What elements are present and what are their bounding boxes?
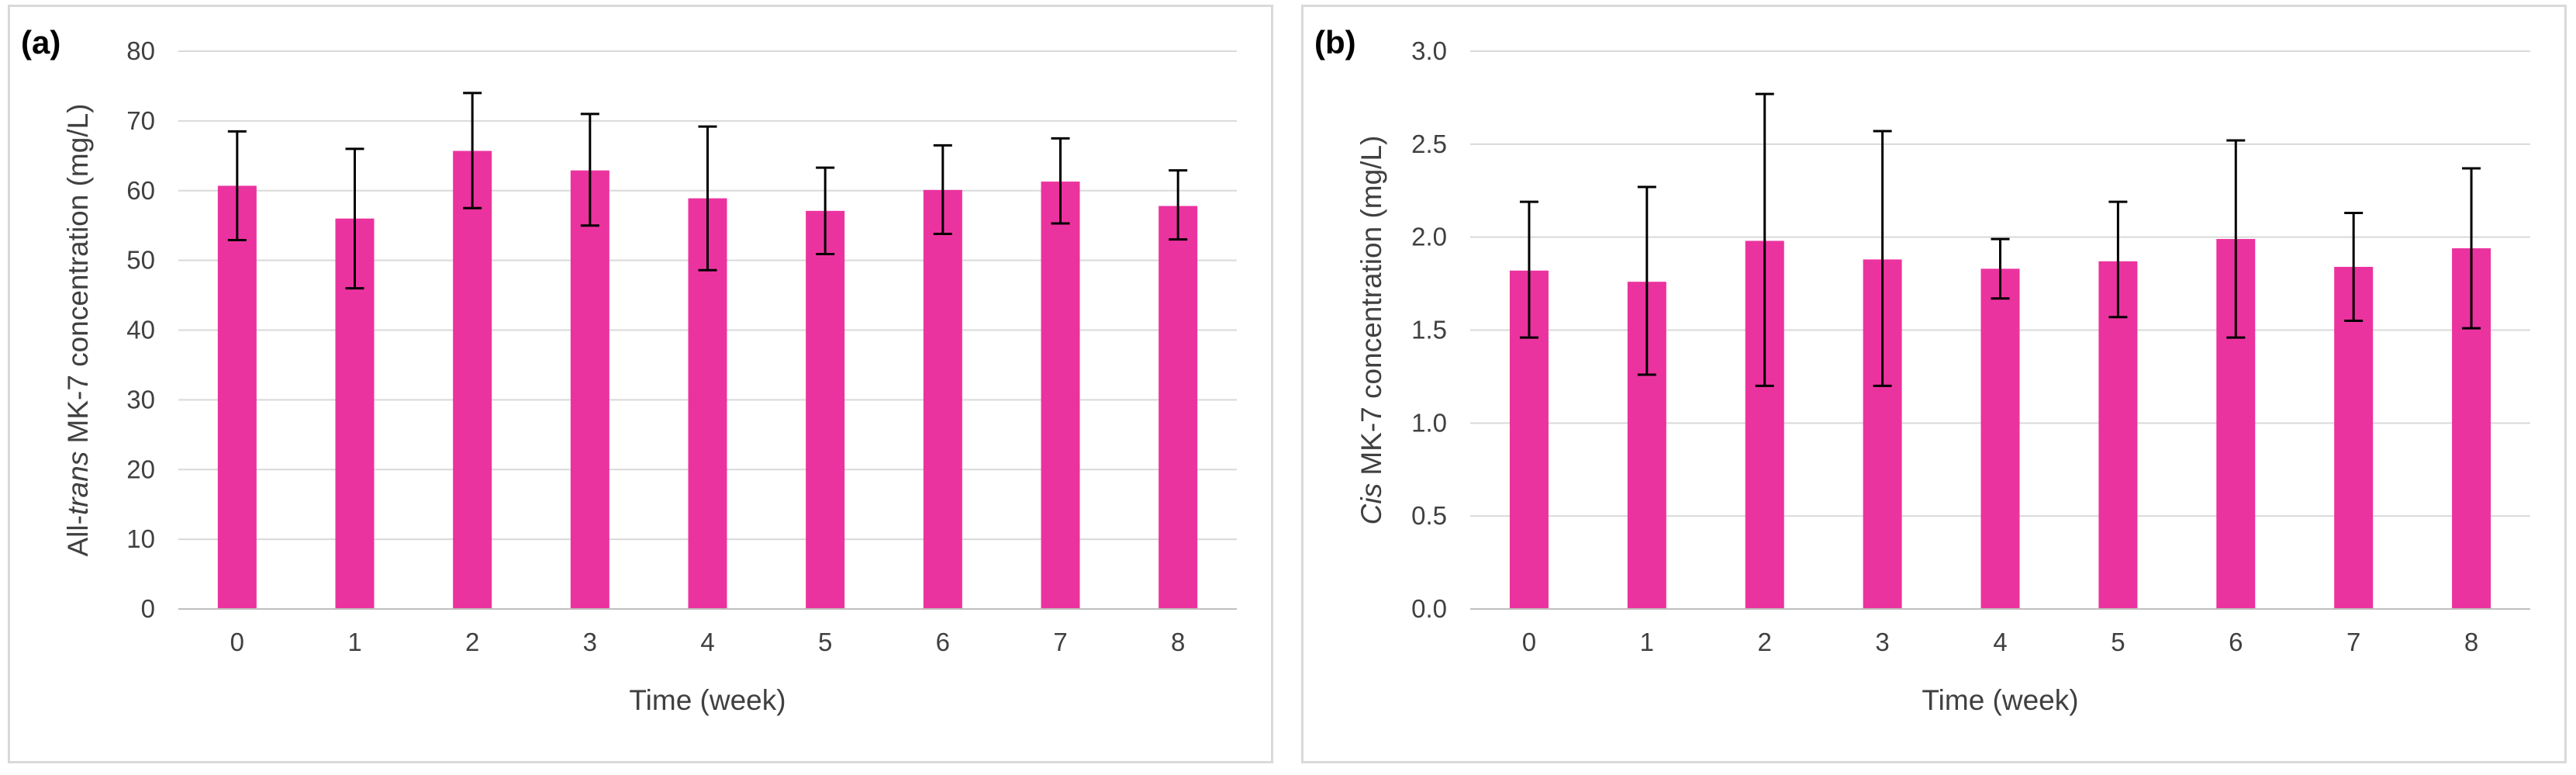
error-bar (698, 125, 717, 272)
x-tick-label: 5 (818, 628, 832, 656)
x-tick-label: 6 (936, 628, 950, 656)
y-axis-title-italic: Cis (1355, 483, 1387, 524)
error-bar (227, 130, 247, 242)
x-tick-label: 2 (1758, 628, 1772, 656)
x-tick-label: 0 (230, 628, 244, 656)
x-tick-label: 1 (1640, 628, 1654, 656)
y-axis-title-part: All- (62, 515, 94, 556)
bar (1159, 206, 1198, 610)
bar (570, 170, 609, 609)
error-bar (1991, 237, 2010, 300)
y-axis-title: Cis MK-7 concentration (mg/L) (1355, 136, 1387, 525)
y-tick-label: 40 (126, 316, 155, 344)
y-tick-label: 60 (126, 176, 155, 205)
x-axis-title: Time (week) (629, 684, 786, 716)
x-tick-label: 5 (2111, 628, 2125, 656)
bar (2334, 267, 2374, 609)
y-tick-label: 20 (126, 455, 155, 483)
x-tick-label: 7 (2346, 628, 2360, 656)
bar (2098, 261, 2138, 609)
x-tick-label: 6 (2229, 628, 2243, 656)
bar (806, 210, 845, 610)
panel-label-a: (a) (21, 24, 61, 61)
panel-label-b: (b) (1314, 24, 1356, 61)
y-axis-title-part: MK-7 concentration (mg/L) (1355, 136, 1387, 483)
error-bar (2108, 200, 2128, 319)
bar (923, 189, 962, 609)
x-tick-label: 7 (1053, 628, 1067, 656)
error-bar (1755, 92, 1774, 387)
error-bar (1637, 185, 1656, 376)
y-tick-label: 70 (126, 106, 155, 135)
error-bar (1051, 137, 1070, 225)
x-tick-label: 3 (583, 628, 597, 656)
y-tick-label: 0 (141, 594, 155, 623)
y-tick-label: 3.0 (1411, 36, 1447, 65)
y-axis-title: All-trans MK-7 concentration (mg/L) (62, 103, 94, 556)
bar (1041, 182, 1080, 609)
error-bar (580, 112, 599, 227)
error-bar (816, 166, 835, 256)
x-tick-label: 2 (465, 628, 479, 656)
error-bar (1169, 169, 1188, 241)
error-bar (2226, 139, 2246, 339)
error-bar (933, 144, 952, 235)
y-tick-label: 2.5 (1411, 130, 1447, 158)
y-tick-label: 10 (126, 524, 155, 553)
chart-panel-a: (a) 0 10 20 30 40 50 60 70 80 0 1 2 3 4 5 6 7 8 Time (we… (8, 5, 1273, 763)
x-tick-label: 1 (347, 628, 361, 656)
error-bar (345, 147, 364, 290)
y-tick-label: 0.0 (1411, 594, 1447, 623)
chart-panel-b: (b) 0.0 0.5 1.0 1.5 2.0 2.5 3.0 0 1 2 3 4 5 6 7 8 Time… (1301, 5, 2567, 763)
x-tick-label: 0 (1522, 628, 1536, 656)
bar (217, 185, 257, 610)
error-bar (463, 92, 482, 209)
y-tick-label: 0.5 (1411, 501, 1447, 530)
y-tick-label: 80 (126, 36, 155, 65)
chart-b-svg: 0.0 0.5 1.0 1.5 2.0 2.5 3.0 0 1 2 3 4 5 6 7 8 Time (we… (1355, 36, 2530, 716)
error-bar (2344, 212, 2364, 323)
x-tick-label: 4 (1993, 628, 2007, 656)
x-tick-label: 4 (700, 628, 714, 656)
x-tick-label: 3 (1875, 628, 1889, 656)
y-tick-label: 50 (126, 246, 155, 275)
x-axis-title: Time (week) (1922, 684, 2078, 716)
x-tick-label: 8 (2464, 628, 2478, 656)
y-axis-title-italic: trans (62, 452, 94, 515)
bar (1980, 268, 2020, 609)
y-axis-title-part: MK-7 concentration (mg/L) (62, 103, 94, 451)
y-tick-label: 30 (126, 385, 155, 413)
y-tick-label: 1.5 (1411, 316, 1447, 344)
error-bar (1873, 130, 1892, 387)
bar (453, 151, 492, 610)
y-tick-label: 2.0 (1411, 223, 1447, 251)
error-bar (1519, 200, 1538, 339)
error-bar (2462, 167, 2481, 330)
y-tick-label: 1.0 (1411, 408, 1447, 437)
x-tick-label: 8 (1171, 628, 1185, 656)
